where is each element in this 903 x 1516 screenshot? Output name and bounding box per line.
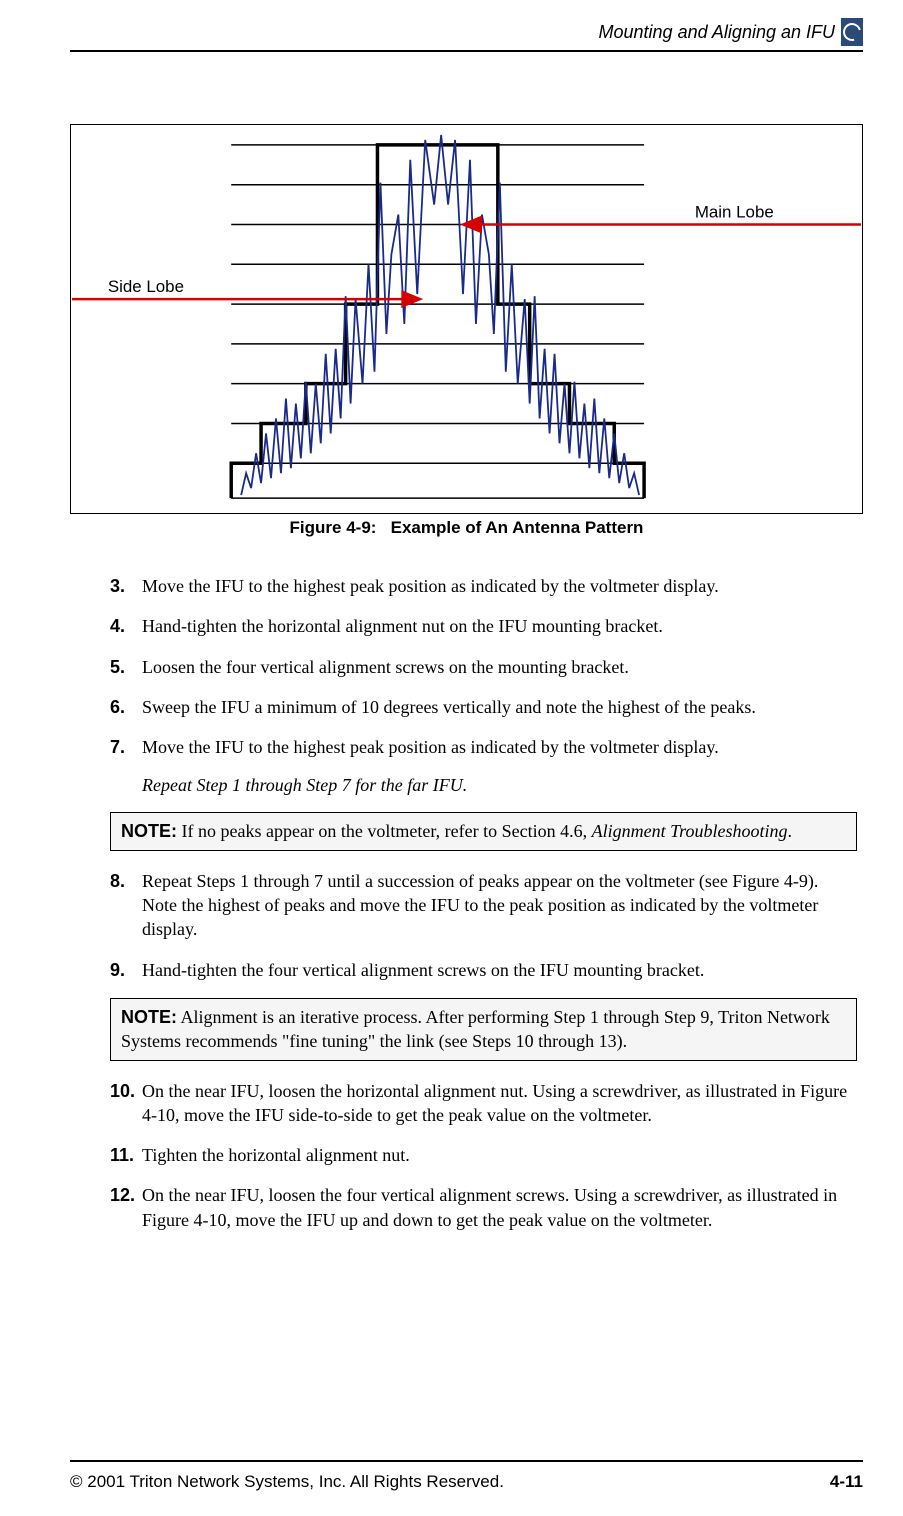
step-number: 10. bbox=[110, 1079, 142, 1128]
step-12: 12. On the near IFU, loosen the four ver… bbox=[110, 1183, 857, 1232]
figure-4-9: Main Lobe Side Lobe bbox=[70, 124, 863, 514]
note-text: If no peaks appear on the voltmeter, ref… bbox=[182, 821, 792, 841]
step-number: 8. bbox=[110, 869, 142, 942]
step-number: 5. bbox=[110, 655, 142, 679]
step-8: 8. Repeat Steps 1 through 7 until a succ… bbox=[110, 869, 857, 942]
step-number: 6. bbox=[110, 695, 142, 719]
repeat-instruction: Repeat Step 1 through Step 7 for the far… bbox=[142, 775, 857, 796]
step-text: Tighten the horizontal alignment nut. bbox=[142, 1143, 857, 1167]
step-text: On the near IFU, loosen the horizontal a… bbox=[142, 1079, 857, 1128]
note-label: NOTE: bbox=[121, 821, 177, 841]
page-container: Mounting and Aligning an IFU Main Lobe bbox=[0, 0, 903, 1516]
page-number: 4-11 bbox=[830, 1472, 863, 1492]
header-rule bbox=[70, 50, 863, 52]
footer-row: © 2001 Triton Network Systems, Inc. All … bbox=[70, 1472, 863, 1492]
figure-caption-prefix: Figure 4-9: bbox=[290, 518, 377, 537]
step-4: 4. Hand-tighten the horizontal alignment… bbox=[110, 614, 857, 638]
footer-rule bbox=[70, 1460, 863, 1462]
step-number: 11. bbox=[110, 1143, 142, 1167]
step-text: Move the IFU to the highest peak positio… bbox=[142, 574, 857, 598]
step-text: Repeat Steps 1 through 7 until a success… bbox=[142, 869, 857, 942]
step-11: 11. Tighten the horizontal alignment nut… bbox=[110, 1143, 857, 1167]
step-text: On the near IFU, loosen the four vertica… bbox=[142, 1183, 857, 1232]
step-5: 5. Loosen the four vertical alignment sc… bbox=[110, 655, 857, 679]
step-number: 3. bbox=[110, 574, 142, 598]
figure-caption: Figure 4-9: Example of An Antenna Patter… bbox=[70, 518, 863, 538]
step-number: 4. bbox=[110, 614, 142, 638]
step-text: Sweep the IFU a minimum of 10 degrees ve… bbox=[142, 695, 857, 719]
step-6: 6. Sweep the IFU a minimum of 10 degrees… bbox=[110, 695, 857, 719]
step-number: 9. bbox=[110, 958, 142, 982]
step-number: 7. bbox=[110, 735, 142, 759]
main-lobe-label: Main Lobe bbox=[695, 203, 774, 222]
side-lobe-label: Side Lobe bbox=[108, 277, 184, 296]
step-9: 9. Hand-tighten the four vertical alignm… bbox=[110, 958, 857, 982]
figure-caption-text: Example of An Antenna Pattern bbox=[391, 518, 644, 537]
header-title: Mounting and Aligning an IFU bbox=[599, 22, 835, 43]
note-text: Alignment is an iterative process. After… bbox=[121, 1007, 830, 1051]
step-text: Loosen the four vertical alignment screw… bbox=[142, 655, 857, 679]
page-header: Mounting and Aligning an IFU bbox=[70, 18, 863, 50]
step-number: 12. bbox=[110, 1183, 142, 1232]
note-label: NOTE: bbox=[121, 1007, 177, 1027]
step-text: Hand-tighten the four vertical alignment… bbox=[142, 958, 857, 982]
content-body: 3. Move the IFU to the highest peak posi… bbox=[70, 574, 863, 1232]
step-3: 3. Move the IFU to the highest peak posi… bbox=[110, 574, 857, 598]
step-10: 10. On the near IFU, loosen the horizont… bbox=[110, 1079, 857, 1128]
step-text: Hand-tighten the horizontal alignment nu… bbox=[142, 614, 857, 638]
note-box-2: NOTE: Alignment is an iterative process.… bbox=[110, 998, 857, 1061]
step-text: Move the IFU to the highest peak positio… bbox=[142, 735, 857, 759]
copyright-text: © 2001 Triton Network Systems, Inc. All … bbox=[70, 1472, 504, 1492]
antenna-pattern-svg: Main Lobe Side Lobe bbox=[71, 125, 862, 513]
page-footer: © 2001 Triton Network Systems, Inc. All … bbox=[70, 1460, 863, 1492]
note-box-1: NOTE: If no peaks appear on the voltmete… bbox=[110, 812, 857, 850]
step-7: 7. Move the IFU to the highest peak posi… bbox=[110, 735, 857, 759]
logo-icon bbox=[841, 18, 863, 46]
